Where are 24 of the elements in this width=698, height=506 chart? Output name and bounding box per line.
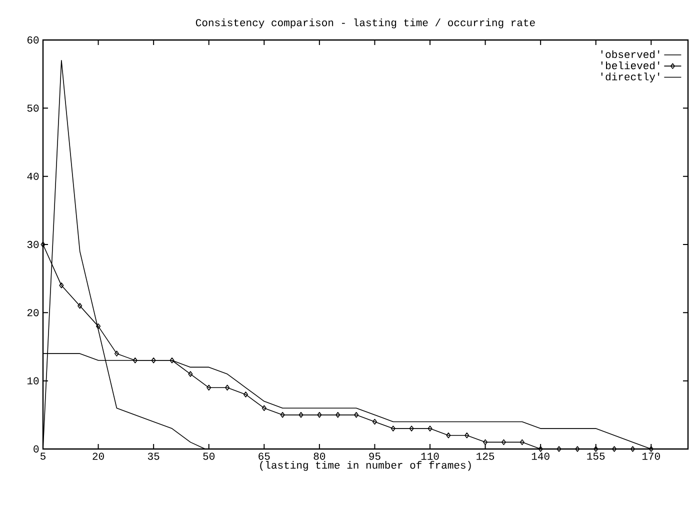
x-tick-label: 5 <box>40 452 46 460</box>
x-tick-label: 50 <box>203 452 215 460</box>
y-tick-label: 10 <box>27 377 39 384</box>
y-tick-label: 30 <box>27 240 39 248</box>
legend-label: 'directly' <box>601 72 660 82</box>
x-tick-label: 65 <box>258 452 270 460</box>
x-tick-label: 155 <box>587 452 605 460</box>
x-tick-label: 125 <box>476 452 494 460</box>
y-tick-label: 20 <box>27 309 39 316</box>
y-tick-label: 0 <box>34 445 39 453</box>
x-tick-label: 95 <box>369 452 380 460</box>
y-tick-label: 60 <box>27 36 39 44</box>
y-tick-label: 40 <box>27 172 39 180</box>
x-tick-label: 110 <box>421 452 439 460</box>
x-tick-label: 35 <box>148 452 160 460</box>
legend-label: 'observed' <box>601 50 660 58</box>
x-tick-label: 20 <box>92 452 104 460</box>
x-tick-label: 80 <box>314 452 326 460</box>
y-tick-label: 50 <box>27 104 39 112</box>
x-tick-label: 170 <box>642 452 660 460</box>
x-axis-title: (lasting time in number of frames) <box>260 461 471 471</box>
chart-title: Consistency comparison - lasting time / occurring rate <box>196 18 535 28</box>
legend-label: 'believed' <box>601 61 660 70</box>
x-tick-label: 140 <box>532 452 550 460</box>
